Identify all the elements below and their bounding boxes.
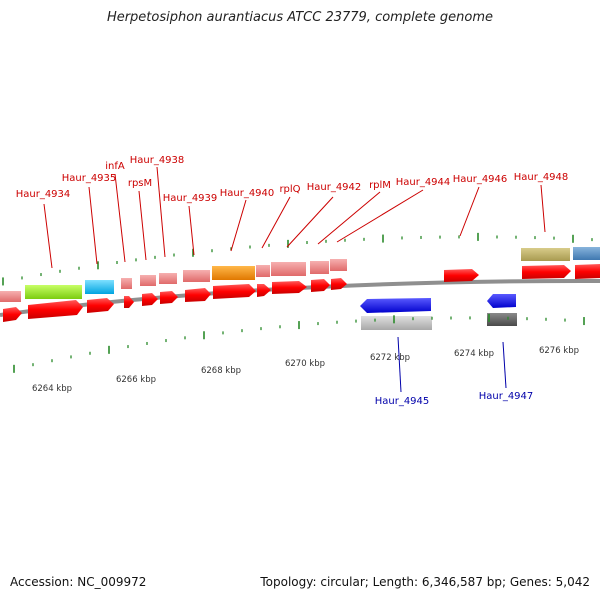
gene-label: rplM (369, 180, 391, 191)
gene-label: infA (105, 161, 125, 172)
cds-arrow (360, 298, 431, 313)
leader-line (540, 184, 546, 233)
gene-block (85, 280, 114, 294)
gene-block (330, 259, 347, 271)
cds-arrow (487, 294, 516, 308)
gene-block (159, 273, 177, 284)
page-title: Herpetosiphon aurantiacus ATCC 23779, co… (106, 10, 494, 25)
kbp-label: 6270 kbp (285, 359, 325, 369)
outer-feature-lane (0, 247, 600, 302)
tick-marks (2, 232, 593, 373)
leader-line (43, 203, 53, 269)
gene-label: Haur_4945 (375, 396, 430, 407)
gene-block (256, 265, 270, 277)
gene-block (140, 275, 156, 286)
gene-label: Haur_4939 (163, 193, 218, 204)
cds-arrow (444, 269, 479, 282)
genome-summary-text: Topology: circular; Length: 6,346,587 bp… (260, 575, 590, 589)
cds-arrow (160, 291, 178, 304)
gene-label: Haur_4934 (16, 189, 71, 200)
kbp-label: 6264 kbp (32, 384, 72, 394)
leader-line (88, 186, 98, 265)
gene-label: Haur_4946 (453, 174, 508, 185)
reverse-cds-lane (360, 294, 517, 330)
gene-label: Haur_4947 (479, 391, 534, 402)
gene-block (573, 247, 600, 260)
kbp-label: 6276 kbp (539, 346, 579, 356)
gene-block (0, 291, 21, 302)
gene-block (521, 248, 570, 261)
cds-arrow (311, 279, 330, 292)
bottom-gene-labels: Haur_4945 Haur_4947 (375, 391, 534, 407)
leader-line (156, 166, 166, 258)
cds-arrow (257, 284, 271, 297)
gene-label: Haur_4948 (514, 172, 569, 183)
gene-label: Haur_4938 (130, 155, 185, 166)
leader-line (336, 189, 424, 243)
leader-line (114, 173, 126, 263)
gene-label: Haur_4942 (307, 182, 362, 193)
leader-line (230, 199, 247, 252)
gene-label: Haur_4944 (396, 177, 451, 188)
cds-arrow (213, 284, 256, 299)
gene-block (487, 313, 517, 326)
gene-block (25, 285, 82, 299)
leader-line (261, 196, 291, 249)
cds-arrow (331, 278, 347, 290)
kbp-label: 6272 kbp (370, 353, 410, 363)
cds-arrow (28, 300, 83, 319)
gene-block (183, 270, 210, 282)
gene-label: rplQ (279, 184, 300, 195)
accession-text: Accession: NC_009972 (10, 575, 147, 589)
leader-line (317, 191, 381, 245)
gene-block (121, 278, 132, 289)
forward-cds-lane (3, 264, 600, 322)
kbp-labels: 6264 kbp 6266 kbp 6268 kbp 6270 kbp 6272… (32, 346, 579, 394)
gene-block (212, 266, 255, 280)
kbp-label: 6266 kbp (116, 375, 156, 385)
kbp-label: 6268 kbp (201, 366, 241, 376)
gene-label: Haur_4935 (62, 173, 117, 184)
cds-arrow (272, 281, 307, 294)
leader-line (459, 186, 480, 237)
top-gene-labels: Haur_4934 Haur_4935 infA rpsM Haur_4938 … (16, 155, 569, 204)
kbp-label: 6274 kbp (454, 349, 494, 359)
cds-arrow (522, 265, 571, 279)
bottom-leader-lines (397, 336, 507, 393)
cds-arrow (3, 307, 22, 322)
cds-arrow (185, 288, 211, 302)
top-leader-lines (43, 166, 546, 269)
leader-line (286, 196, 334, 248)
gene-block (310, 261, 329, 274)
leader-line (188, 205, 195, 256)
cds-arrow (575, 264, 600, 279)
gene-label: rpsM (128, 178, 152, 189)
cds-arrow (87, 298, 114, 313)
leader-line (502, 341, 507, 389)
cds-arrow (142, 293, 158, 306)
cds-arrow (124, 296, 134, 308)
gene-label: Haur_4940 (220, 188, 275, 199)
gene-block (361, 316, 432, 330)
gene-block (271, 262, 306, 276)
leader-line (138, 190, 147, 261)
leader-line (397, 336, 402, 393)
